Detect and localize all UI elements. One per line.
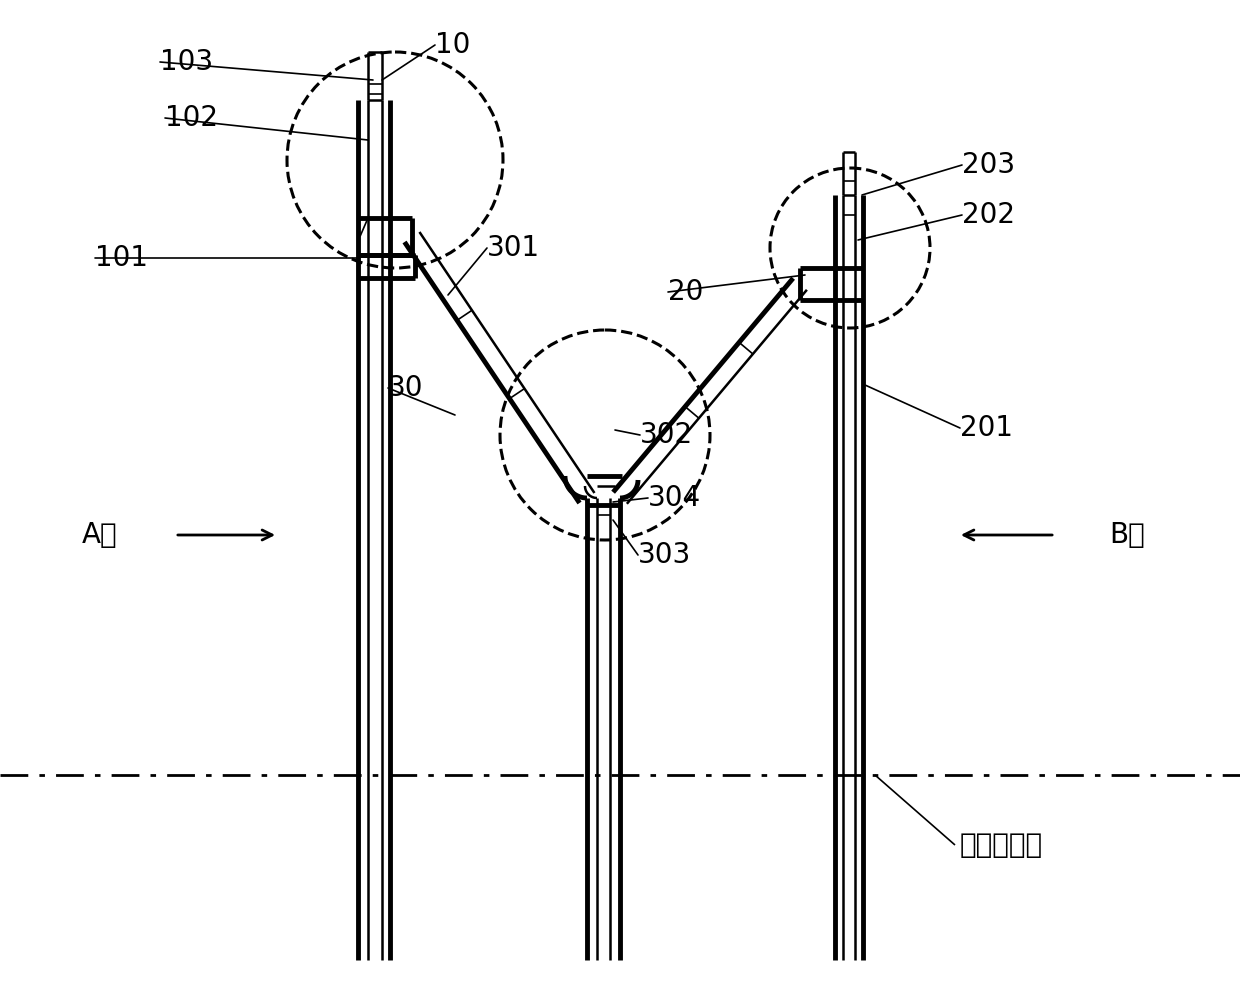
Text: 102: 102: [165, 104, 218, 132]
Text: 203: 203: [962, 151, 1016, 179]
Text: 发动机轴线: 发动机轴线: [960, 831, 1043, 859]
Text: 201: 201: [960, 414, 1013, 442]
Text: 10: 10: [435, 31, 470, 59]
Text: A向: A向: [82, 521, 118, 549]
Text: 103: 103: [160, 48, 213, 76]
Text: 101: 101: [95, 244, 148, 272]
Text: B向: B向: [1110, 521, 1145, 549]
Text: 202: 202: [962, 201, 1016, 229]
Text: 30: 30: [388, 374, 424, 402]
Text: 302: 302: [640, 421, 693, 449]
Text: 301: 301: [487, 234, 541, 262]
Text: 20: 20: [668, 278, 703, 306]
Text: 303: 303: [639, 541, 691, 569]
Text: 304: 304: [649, 484, 701, 512]
